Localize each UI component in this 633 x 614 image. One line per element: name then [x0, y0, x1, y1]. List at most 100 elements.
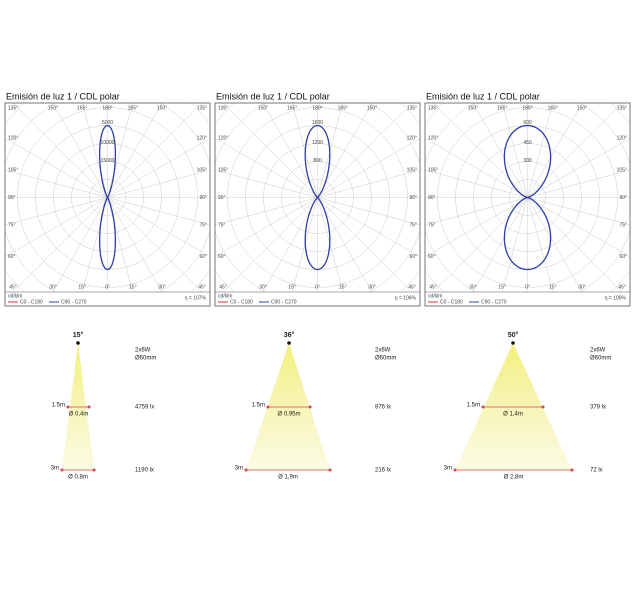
diameter-label: Ø 1,4m	[503, 412, 523, 418]
angle-label: 165°	[548, 105, 558, 111]
distance-point	[308, 405, 312, 409]
beam-cone	[246, 343, 330, 470]
efficiency: η = 106%	[395, 295, 417, 301]
diameter-label: Ø 1,9m	[278, 475, 298, 481]
legend-c0-label: C0 - C180	[230, 299, 253, 305]
beam-source	[76, 341, 80, 345]
distance-label: 3m	[235, 466, 243, 472]
distance-label: 1.5m	[467, 403, 480, 409]
angle-label: 60°	[218, 254, 226, 260]
angle-label: 60°	[409, 254, 417, 260]
panel-frame	[214, 102, 421, 307]
lux-label: 4759 lx	[135, 405, 154, 411]
angle-label: 135°	[407, 105, 417, 111]
radial-label: 1600	[312, 120, 323, 126]
angle-label: 165°	[287, 105, 297, 111]
angle-label: 60°	[619, 254, 627, 260]
angle-label: 135°	[617, 105, 627, 111]
angle-label: 180°	[102, 105, 112, 111]
radial-label: 5000	[102, 120, 113, 126]
distance-point	[92, 468, 96, 472]
angle-label: 45°	[408, 284, 416, 290]
angle-label: 135°	[428, 105, 438, 111]
angle-label: 150°	[468, 105, 478, 111]
angle-label: 180°	[312, 105, 322, 111]
radial-label: 1200	[312, 140, 323, 146]
angle-label: 75°	[428, 222, 436, 228]
beam-size: Ø60mm	[375, 356, 396, 362]
angle-label: 45°	[198, 284, 206, 290]
angle-label: 30°	[259, 284, 267, 290]
angle-label: 120°	[428, 136, 438, 142]
angle-label: 165°	[497, 105, 507, 111]
radial-label: 800	[313, 158, 322, 164]
angle-label: 150°	[258, 105, 268, 111]
legend-c90-label: C90 - C270	[61, 299, 87, 305]
angle-label: 0°	[105, 284, 110, 290]
beam-cone	[62, 343, 94, 470]
beam-angle: 50°	[508, 331, 519, 339]
distance-point	[328, 468, 332, 472]
legend-c90-label: C90 - C270	[481, 299, 507, 305]
distance-label: 3m	[444, 466, 452, 472]
angle-label: 60°	[8, 254, 16, 260]
beam-angle: 15°	[73, 331, 84, 339]
radial-label: 15000	[101, 158, 115, 164]
angle-label: 90°	[409, 195, 417, 201]
angle-label: 150°	[367, 105, 377, 111]
angle-label: 30°	[158, 284, 166, 290]
beam-size: Ø60mm	[135, 356, 156, 362]
angle-label: 135°	[8, 105, 18, 111]
angle-label: 75°	[218, 222, 226, 228]
angle-label: 90°	[199, 195, 207, 201]
angle-label: 45°	[618, 284, 626, 290]
efficiency: η = 109%	[605, 295, 627, 301]
legend-unit: cd/klm	[218, 293, 232, 299]
angle-label: 105°	[218, 167, 228, 173]
efficiency: η = 107%	[185, 295, 207, 301]
angle-label: 135°	[197, 105, 207, 111]
angle-label: 165°	[128, 105, 138, 111]
lux-label: 72 lx	[590, 468, 603, 474]
legend-unit: cd/klm	[428, 293, 442, 299]
beam-source	[511, 341, 515, 345]
angle-label: 45°	[9, 284, 17, 290]
distance-point	[87, 405, 91, 409]
distance-point	[453, 468, 457, 472]
angle-label: 45°	[219, 284, 227, 290]
angle-label: 30°	[368, 284, 376, 290]
distance-label: 3m	[51, 466, 59, 472]
beam-power: 2x6W	[135, 348, 151, 354]
radial-label: 600	[523, 120, 532, 126]
beam-angle: 36°	[284, 331, 295, 339]
angle-label: 15°	[78, 284, 86, 290]
distance-label: 1.5m	[52, 403, 65, 409]
lux-label: 216 lx	[375, 468, 391, 474]
angle-label: 120°	[8, 136, 18, 142]
beam-size: Ø60mm	[590, 356, 611, 362]
lux-label: 1190 lx	[135, 468, 154, 474]
angle-label: 30°	[469, 284, 477, 290]
curve-c90	[98, 124, 117, 271]
polar-grid	[425, 103, 630, 292]
diameter-label: Ø 0,95m	[277, 412, 300, 418]
panel-title: Emisión de luz 1 / CDL polar	[426, 91, 540, 101]
polar-grid	[215, 103, 420, 292]
angle-label: 15°	[288, 284, 296, 290]
lux-label: 876 lx	[375, 405, 391, 411]
angle-label: 60°	[428, 254, 436, 260]
angle-label: 90°	[619, 195, 627, 201]
angle-label: 15°	[129, 284, 137, 290]
angle-label: 60°	[199, 254, 207, 260]
radial-label: 450	[523, 140, 532, 146]
angle-label: 165°	[338, 105, 348, 111]
angle-label: 105°	[428, 167, 438, 173]
angle-label: 180°	[522, 105, 532, 111]
legend-c0-label: C0 - C180	[20, 299, 43, 305]
distance-point	[541, 405, 545, 409]
beam-source	[287, 341, 291, 345]
distance-point	[60, 468, 64, 472]
angle-label: 135°	[218, 105, 228, 111]
angle-label: 90°	[8, 195, 16, 201]
